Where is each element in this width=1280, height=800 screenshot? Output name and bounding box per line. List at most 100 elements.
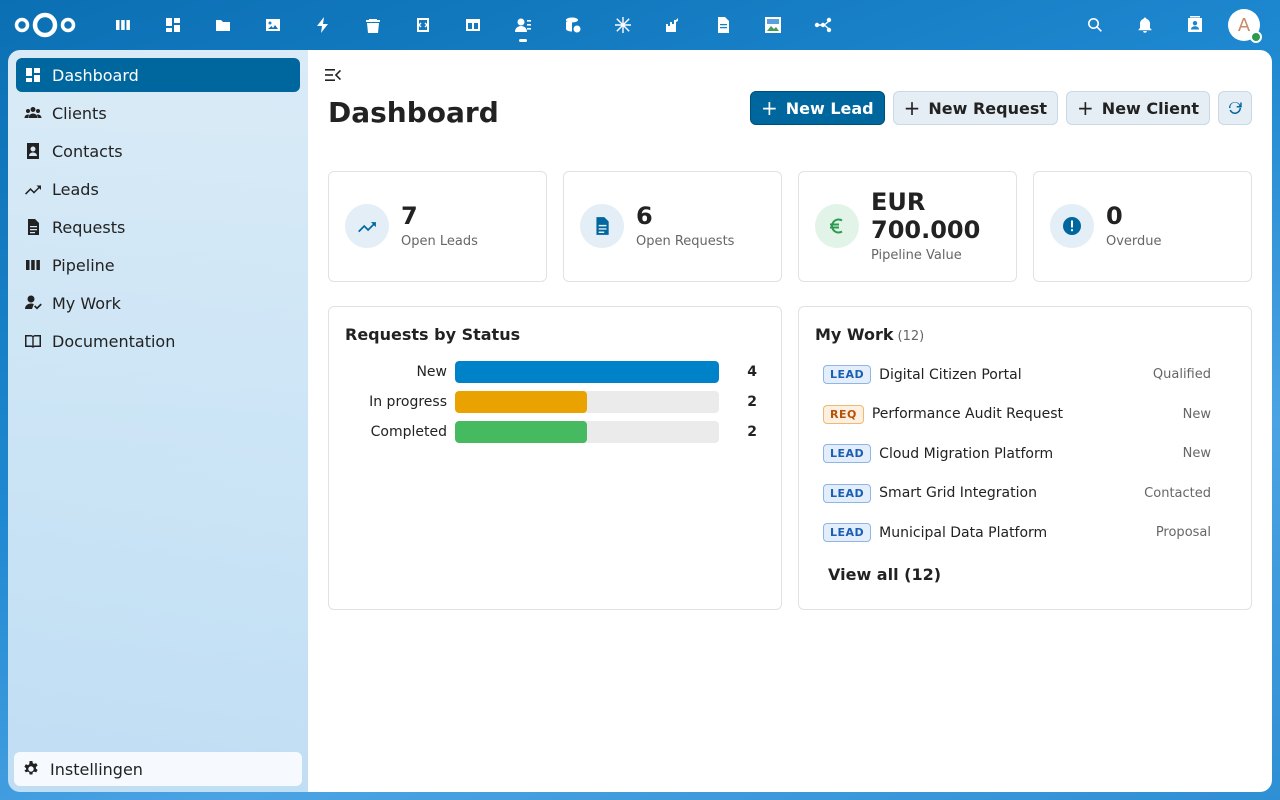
sidebar-nav: Dashboard Clients Contacts Leads Request… (16, 58, 300, 362)
list-item[interactable]: LEAD Smart Grid Integration Contacted (807, 474, 1227, 514)
type-badge: LEAD (823, 483, 872, 503)
stat-card-pipeline-value[interactable]: EUR 700.000 Pipeline Value (798, 171, 1017, 282)
sidebar-item-leads[interactable]: Leads (16, 172, 300, 206)
type-badge: LEAD (823, 444, 872, 464)
sidebar-item-contacts[interactable]: Contacts (16, 134, 300, 168)
notifications-bell-icon[interactable] (1120, 0, 1170, 50)
code-icon[interactable] (398, 0, 448, 50)
stat-label: Pipeline Value (871, 248, 962, 263)
sidebar-item-documentation[interactable]: Documentation (16, 324, 300, 358)
sidebar-item-label: Contacts (52, 141, 123, 161)
stat-card-overdue[interactable]: 0 Overdue (1033, 171, 1252, 282)
stat-cards: 7 Open Leads 6 Open Requests EUR 700.000… (328, 171, 1252, 282)
trending-up-icon (345, 204, 389, 248)
online-status-icon (1250, 31, 1262, 43)
my-work-list: LEAD Digital Citizen Portal Qualified REQ Pe… (807, 355, 1227, 553)
bar-track (455, 421, 719, 443)
stat-card-open-requests[interactable]: 6 Open Requests (563, 171, 782, 282)
sidebar-item-label: Documentation (52, 331, 176, 351)
sidebar-item-label: Leads (52, 179, 99, 199)
my-work-panel: My Work (12) LEAD Digital Citizen Portal Qu… (798, 306, 1252, 610)
bar (455, 391, 587, 413)
new-lead-label: New Lead (785, 98, 874, 118)
bar-value-label: 4 (747, 364, 757, 380)
dashboard-icon (26, 68, 40, 82)
new-lead-button[interactable]: + New Lead (749, 91, 885, 125)
sidebar-item-dashboard[interactable]: Dashboard (16, 58, 300, 92)
new-client-button[interactable]: + New Client (1066, 91, 1210, 125)
top-header: A (0, 0, 1280, 50)
menu-collapse-icon (325, 69, 341, 81)
bar-value-label: 2 (747, 424, 757, 440)
sidebar-item-pipeline[interactable]: Pipeline (16, 248, 300, 282)
status-label: New (1182, 406, 1211, 422)
sidebar-item-requests[interactable]: Requests (16, 210, 300, 244)
bar-label: In progress (369, 394, 447, 410)
sidebar-item-my-work[interactable]: My Work (16, 286, 300, 320)
settings-label: Instellingen (50, 759, 143, 779)
refresh-icon (1229, 102, 1242, 115)
alert-icon (1050, 204, 1094, 248)
image-editor-icon[interactable] (748, 0, 798, 50)
snowflake-icon[interactable] (598, 0, 648, 50)
list-item[interactable]: LEAD Digital Citizen Portal Qualified (807, 355, 1227, 395)
tables-icon[interactable] (448, 0, 498, 50)
bar-track (455, 391, 719, 413)
stat-value: EUR 700.000 (871, 188, 981, 244)
sidebar-item-clients[interactable]: Clients (16, 96, 300, 130)
list-item[interactable]: LEAD Municipal Data Platform Proposal (807, 513, 1227, 553)
list-item[interactable]: REQ Performance Audit Request New (807, 395, 1227, 435)
deck-icon[interactable] (98, 0, 148, 50)
view-all-link[interactable]: View all (12) (828, 565, 942, 584)
page-title: Dashboard (328, 96, 499, 129)
status-label: Qualified (1152, 367, 1211, 383)
status-label: New (1182, 446, 1211, 462)
panel-title: Requests by Status (345, 325, 521, 344)
deleted-files-icon[interactable] (348, 0, 398, 50)
columns-icon (26, 260, 40, 270)
settings-button[interactable]: Instellingen (14, 752, 302, 786)
sidebar-item-label: My Work (52, 293, 121, 313)
contact-card-icon (27, 143, 39, 159)
nextcloud-logo[interactable] (14, 12, 76, 38)
avatar-letter: A (1237, 14, 1251, 36)
refresh-button[interactable] (1218, 91, 1252, 125)
stat-label: Overdue (1106, 234, 1162, 249)
navigation-toggle[interactable] (324, 66, 342, 84)
bar (455, 421, 587, 443)
people-icon (24, 107, 42, 118)
new-request-button[interactable]: + New Request (892, 91, 1059, 125)
trending-up-icon (25, 185, 41, 195)
castle-icon[interactable] (648, 0, 698, 50)
dashboard-icon[interactable] (148, 0, 198, 50)
panel-title: My Work (12) (815, 325, 924, 344)
database-icon[interactable] (548, 0, 598, 50)
plus-icon: + (1077, 96, 1094, 120)
requests-by-status-panel: Requests by Status New 4 In progress 2 Compl… (328, 306, 782, 610)
stat-card-open-leads[interactable]: 7 Open Leads (328, 171, 547, 282)
bar-value-label: 2 (747, 394, 757, 410)
my-work-title: My Work (815, 325, 894, 344)
photos-icon[interactable] (248, 0, 298, 50)
item-name: Municipal Data Platform (879, 524, 1048, 541)
document-icon[interactable] (698, 0, 748, 50)
user-avatar[interactable]: A (1228, 9, 1262, 43)
item-name: Digital Citizen Portal (879, 366, 1022, 383)
stat-value: 0 (1106, 202, 1123, 230)
requests-status-chart: New 4 In progress 2 Completed 2 (345, 357, 767, 447)
search-icon[interactable] (1070, 0, 1120, 50)
activity-icon[interactable] (298, 0, 348, 50)
type-badge: LEAD (823, 523, 872, 543)
contacts-menu-icon[interactable] (1170, 0, 1220, 50)
item-name: Cloud Migration Platform (879, 445, 1054, 462)
flow-icon[interactable] (798, 0, 848, 50)
files-icon[interactable] (198, 0, 248, 50)
header-actions: + New Lead + New Request + New Client (749, 91, 1252, 125)
book-icon (25, 335, 41, 348)
list-item[interactable]: LEAD Cloud Migration Platform New (807, 434, 1227, 474)
gear-icon (24, 761, 38, 775)
contacts-crm-icon[interactable] (498, 0, 548, 50)
bar-row-in-progress: In progress 2 (345, 387, 767, 417)
sidebar-item-label: Requests (52, 217, 126, 237)
status-label: Proposal (1155, 525, 1211, 541)
